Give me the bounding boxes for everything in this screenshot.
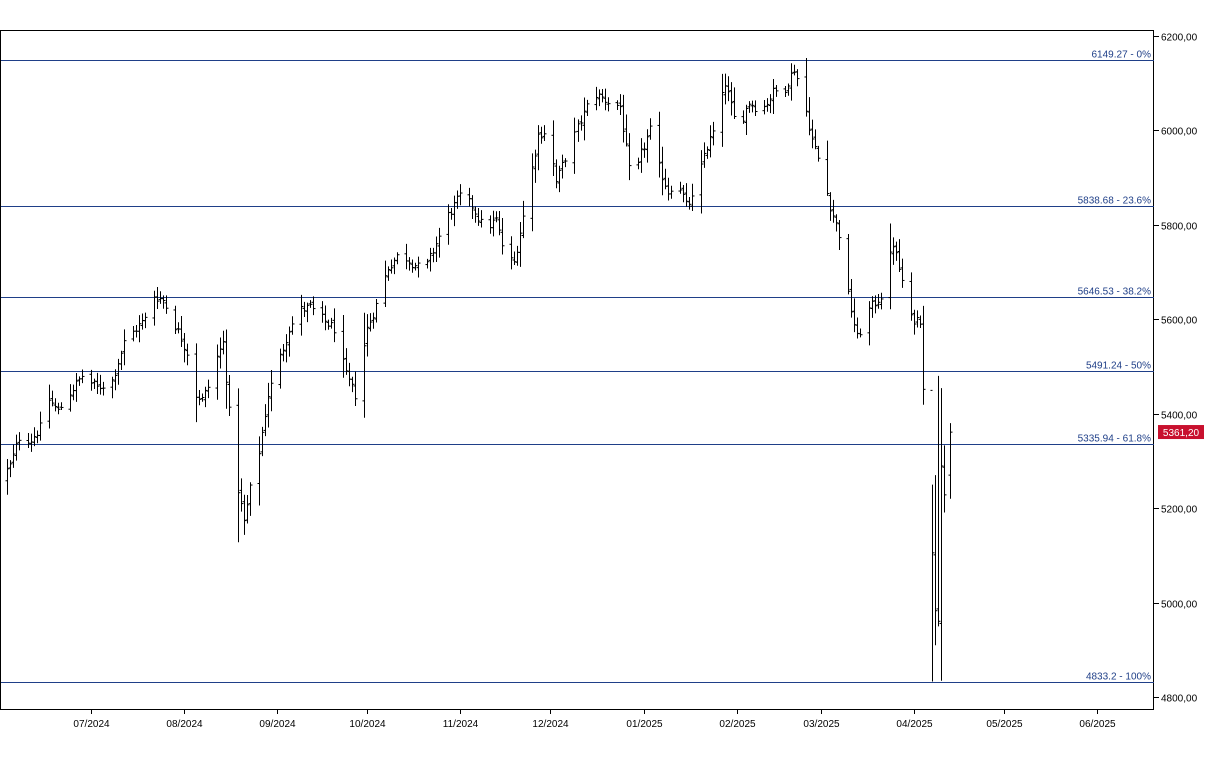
fib-label: 5491.24 - 50% — [1086, 361, 1151, 372]
x-tick-label: 02/2025 — [719, 719, 756, 730]
y-tick-label: 5000,00 — [1161, 600, 1198, 611]
fib-label: 6149.27 - 0% — [1092, 50, 1152, 61]
fib-label: 5646.53 - 38.2% — [1078, 287, 1151, 298]
x-tick-label: 11/2024 — [443, 719, 479, 730]
last-price-marker: 5361,20 — [1158, 425, 1204, 440]
x-tick-label: 07/2024 — [73, 719, 110, 730]
y-tick-label: 6000,00 — [1161, 127, 1198, 138]
x-tick-label: 04/2025 — [896, 719, 933, 730]
x-tick-label: 05/2025 — [986, 719, 1023, 730]
last-price-badge — [1158, 425, 1204, 440]
y-axis: 6200,00 6000,00 5800,00 5600,00 5400,00 5200,… — [1154, 33, 1198, 705]
fib-label: 4833.2 - 100% — [1086, 672, 1151, 683]
x-tick-label: 09/2024 — [259, 719, 296, 730]
y-tick-label: 5600,00 — [1161, 316, 1198, 327]
y-tick-label: 5800,00 — [1161, 222, 1198, 233]
x-tick-label: 10/2024 — [349, 719, 386, 730]
y-tick-label: 5200,00 — [1161, 505, 1198, 516]
y-tick-label: 5400,00 — [1161, 411, 1198, 422]
x-tick-label: 01/2025 — [626, 719, 663, 730]
y-tick-label: 6200,00 — [1161, 33, 1198, 44]
y-tick-label: 4800,00 — [1161, 694, 1198, 705]
x-axis: 07/2024 08/2024 09/2024 10/2024 11/2024 12/20… — [73, 709, 1116, 730]
fib-label: 5335.94 - 61.8% — [1078, 434, 1151, 445]
x-tick-label: 03/2025 — [803, 719, 840, 730]
fib-label: 5838.68 - 23.6% — [1078, 196, 1151, 207]
plot-frame — [0, 30, 1154, 710]
last-price-label: 5361,20 — [1163, 428, 1200, 439]
x-tick-label: 12/2024 — [532, 719, 569, 730]
x-tick-label: 08/2024 — [166, 719, 203, 730]
fibonacci-levels: 6149.27 - 0% 5838.68 - 23.6% 5646.53 - 38.… — [1, 50, 1154, 683]
price-bars — [5, 58, 953, 682]
x-tick-label: 06/2025 — [1079, 719, 1116, 730]
